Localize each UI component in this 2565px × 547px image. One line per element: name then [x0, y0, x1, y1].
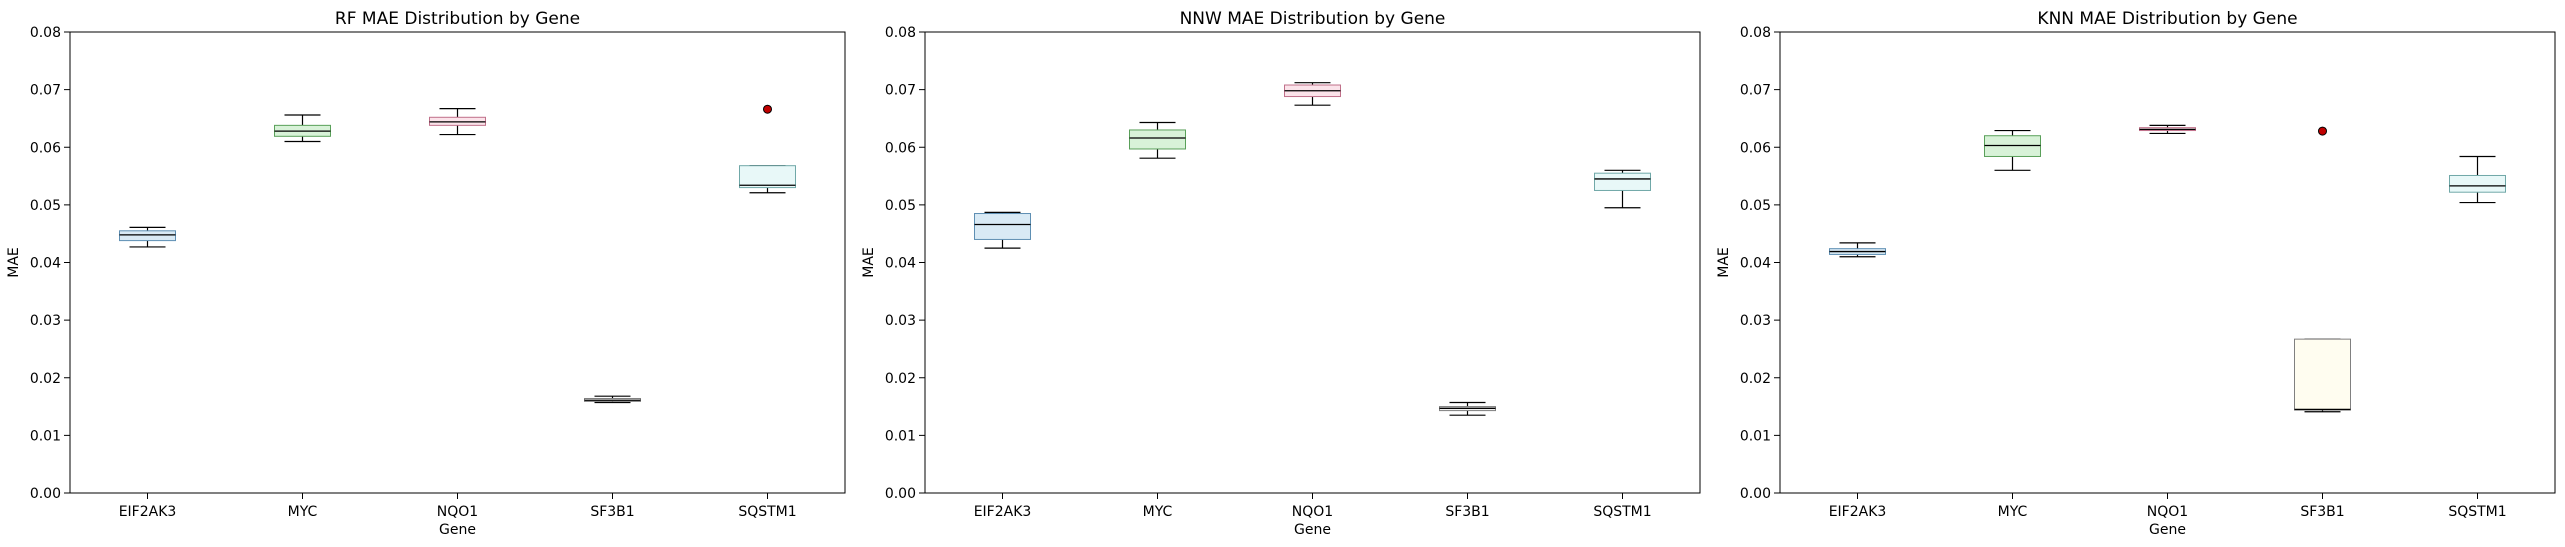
y-tick-label: 0.08: [885, 25, 916, 41]
outlier-point: [763, 104, 772, 114]
plot-frame: [69, 31, 846, 494]
y-tick-label: 0.05: [30, 198, 61, 214]
x-tick-label: SQSTM1: [738, 504, 796, 520]
y-tick-label: 0.02: [885, 371, 916, 387]
box-nqo1: [1284, 82, 1341, 106]
box-eif2ak3: [974, 211, 1031, 249]
x-tick-label: SF3B1: [590, 504, 634, 520]
box-nqo1: [429, 108, 486, 136]
x-tick-label: MYC: [1998, 504, 2028, 520]
x-tick-label: MYC: [1143, 504, 1173, 520]
outlier-point: [2318, 126, 2327, 136]
y-tick-label: 0.01: [1740, 428, 1771, 444]
box-eif2ak3: [119, 226, 176, 248]
plot-frame: [924, 31, 1701, 494]
y-tick-label: 0.02: [1740, 371, 1771, 387]
x-tick-label: EIF2AK3: [974, 504, 1032, 520]
y-tick-label: 0.04: [30, 256, 61, 272]
y-tick-label: 0.00: [1740, 486, 1771, 502]
y-tick-label: 0.01: [885, 428, 916, 444]
box-eif2ak3: [1829, 242, 1886, 258]
y-tick-label: 0.02: [30, 371, 61, 387]
plot-frame: [1779, 31, 2556, 494]
x-axis-label: Gene: [1294, 522, 1331, 538]
y-tick-label: 0.03: [885, 313, 916, 329]
box-nqo1: [2139, 124, 2196, 135]
box-body: [119, 230, 176, 242]
x-tick-label: SQSTM1: [2448, 504, 2506, 520]
box-body: [1129, 129, 1186, 150]
y-axis-label: MAE: [1716, 247, 1732, 278]
chart-title: KNN MAE Distribution by Gene: [2037, 9, 2297, 29]
x-tick-label: NQO1: [1292, 504, 1333, 520]
chart-panel-2: NNW MAE Distribution by Gene 0.00 0.01 0.02…: [861, 9, 1701, 538]
y-tick-label: 0.05: [885, 198, 916, 214]
box-body: [739, 165, 796, 189]
y-tick-label: 0.08: [30, 25, 61, 41]
box-sf3b1: [1439, 401, 1496, 416]
y-tick-label: 0.04: [1740, 256, 1771, 272]
x-tick-label: SF3B1: [2300, 504, 2344, 520]
chart-panel-1: RF MAE Distribution by Gene 0.00 0.01 0.02 0…: [6, 9, 846, 538]
x-axis-label: Gene: [2149, 522, 2186, 538]
x-tick-label: MYC: [288, 504, 318, 520]
y-tick-label: 0.05: [1740, 198, 1771, 214]
y-tick-label: 0.08: [1740, 25, 1771, 41]
box-sf3b1: [584, 395, 641, 404]
y-tick-label: 0.03: [30, 313, 61, 329]
box-body: [974, 213, 1031, 240]
box-myc: [1984, 129, 2041, 171]
y-axis-label: MAE: [6, 247, 22, 278]
y-tick-label: 0.04: [885, 256, 916, 272]
y-tick-label: 0.06: [1740, 140, 1771, 156]
x-tick-label: SQSTM1: [1593, 504, 1651, 520]
x-tick-label: EIF2AK3: [119, 504, 177, 520]
box-sqstm1: [1594, 169, 1651, 209]
box-sqstm1: [739, 104, 796, 194]
box-body: [2449, 174, 2506, 193]
box-body: [1594, 172, 1651, 191]
y-tick-label: 0.07: [1740, 83, 1771, 99]
x-tick-label: NQO1: [2147, 504, 2188, 520]
chart-panel-3: KNN MAE Distribution by Gene 0.00 0.01 0.02…: [1716, 9, 2556, 538]
y-tick-label: 0.07: [30, 83, 61, 99]
x-tick-label: SF3B1: [1445, 504, 1489, 520]
chart-title: RF MAE Distribution by Gene: [335, 9, 580, 29]
y-axis-label: MAE: [861, 247, 877, 278]
box-body: [2294, 338, 2351, 411]
x-tick-label: EIF2AK3: [1829, 504, 1887, 520]
box-myc: [274, 114, 331, 143]
y-tick-label: 0.06: [885, 140, 916, 156]
box-myc: [1129, 121, 1186, 159]
y-tick-label: 0.01: [30, 428, 61, 444]
x-tick-label: NQO1: [437, 504, 478, 520]
y-tick-label: 0.07: [885, 83, 916, 99]
y-tick-label: 0.00: [885, 486, 916, 502]
y-tick-label: 0.03: [1740, 313, 1771, 329]
y-tick-label: 0.06: [30, 140, 61, 156]
y-tick-label: 0.00: [30, 486, 61, 502]
chart-title: NNW MAE Distribution by Gene: [1180, 9, 1446, 29]
box-sf3b1: [2294, 126, 2351, 413]
x-axis-label: Gene: [439, 522, 476, 538]
box-sqstm1: [2449, 155, 2506, 204]
